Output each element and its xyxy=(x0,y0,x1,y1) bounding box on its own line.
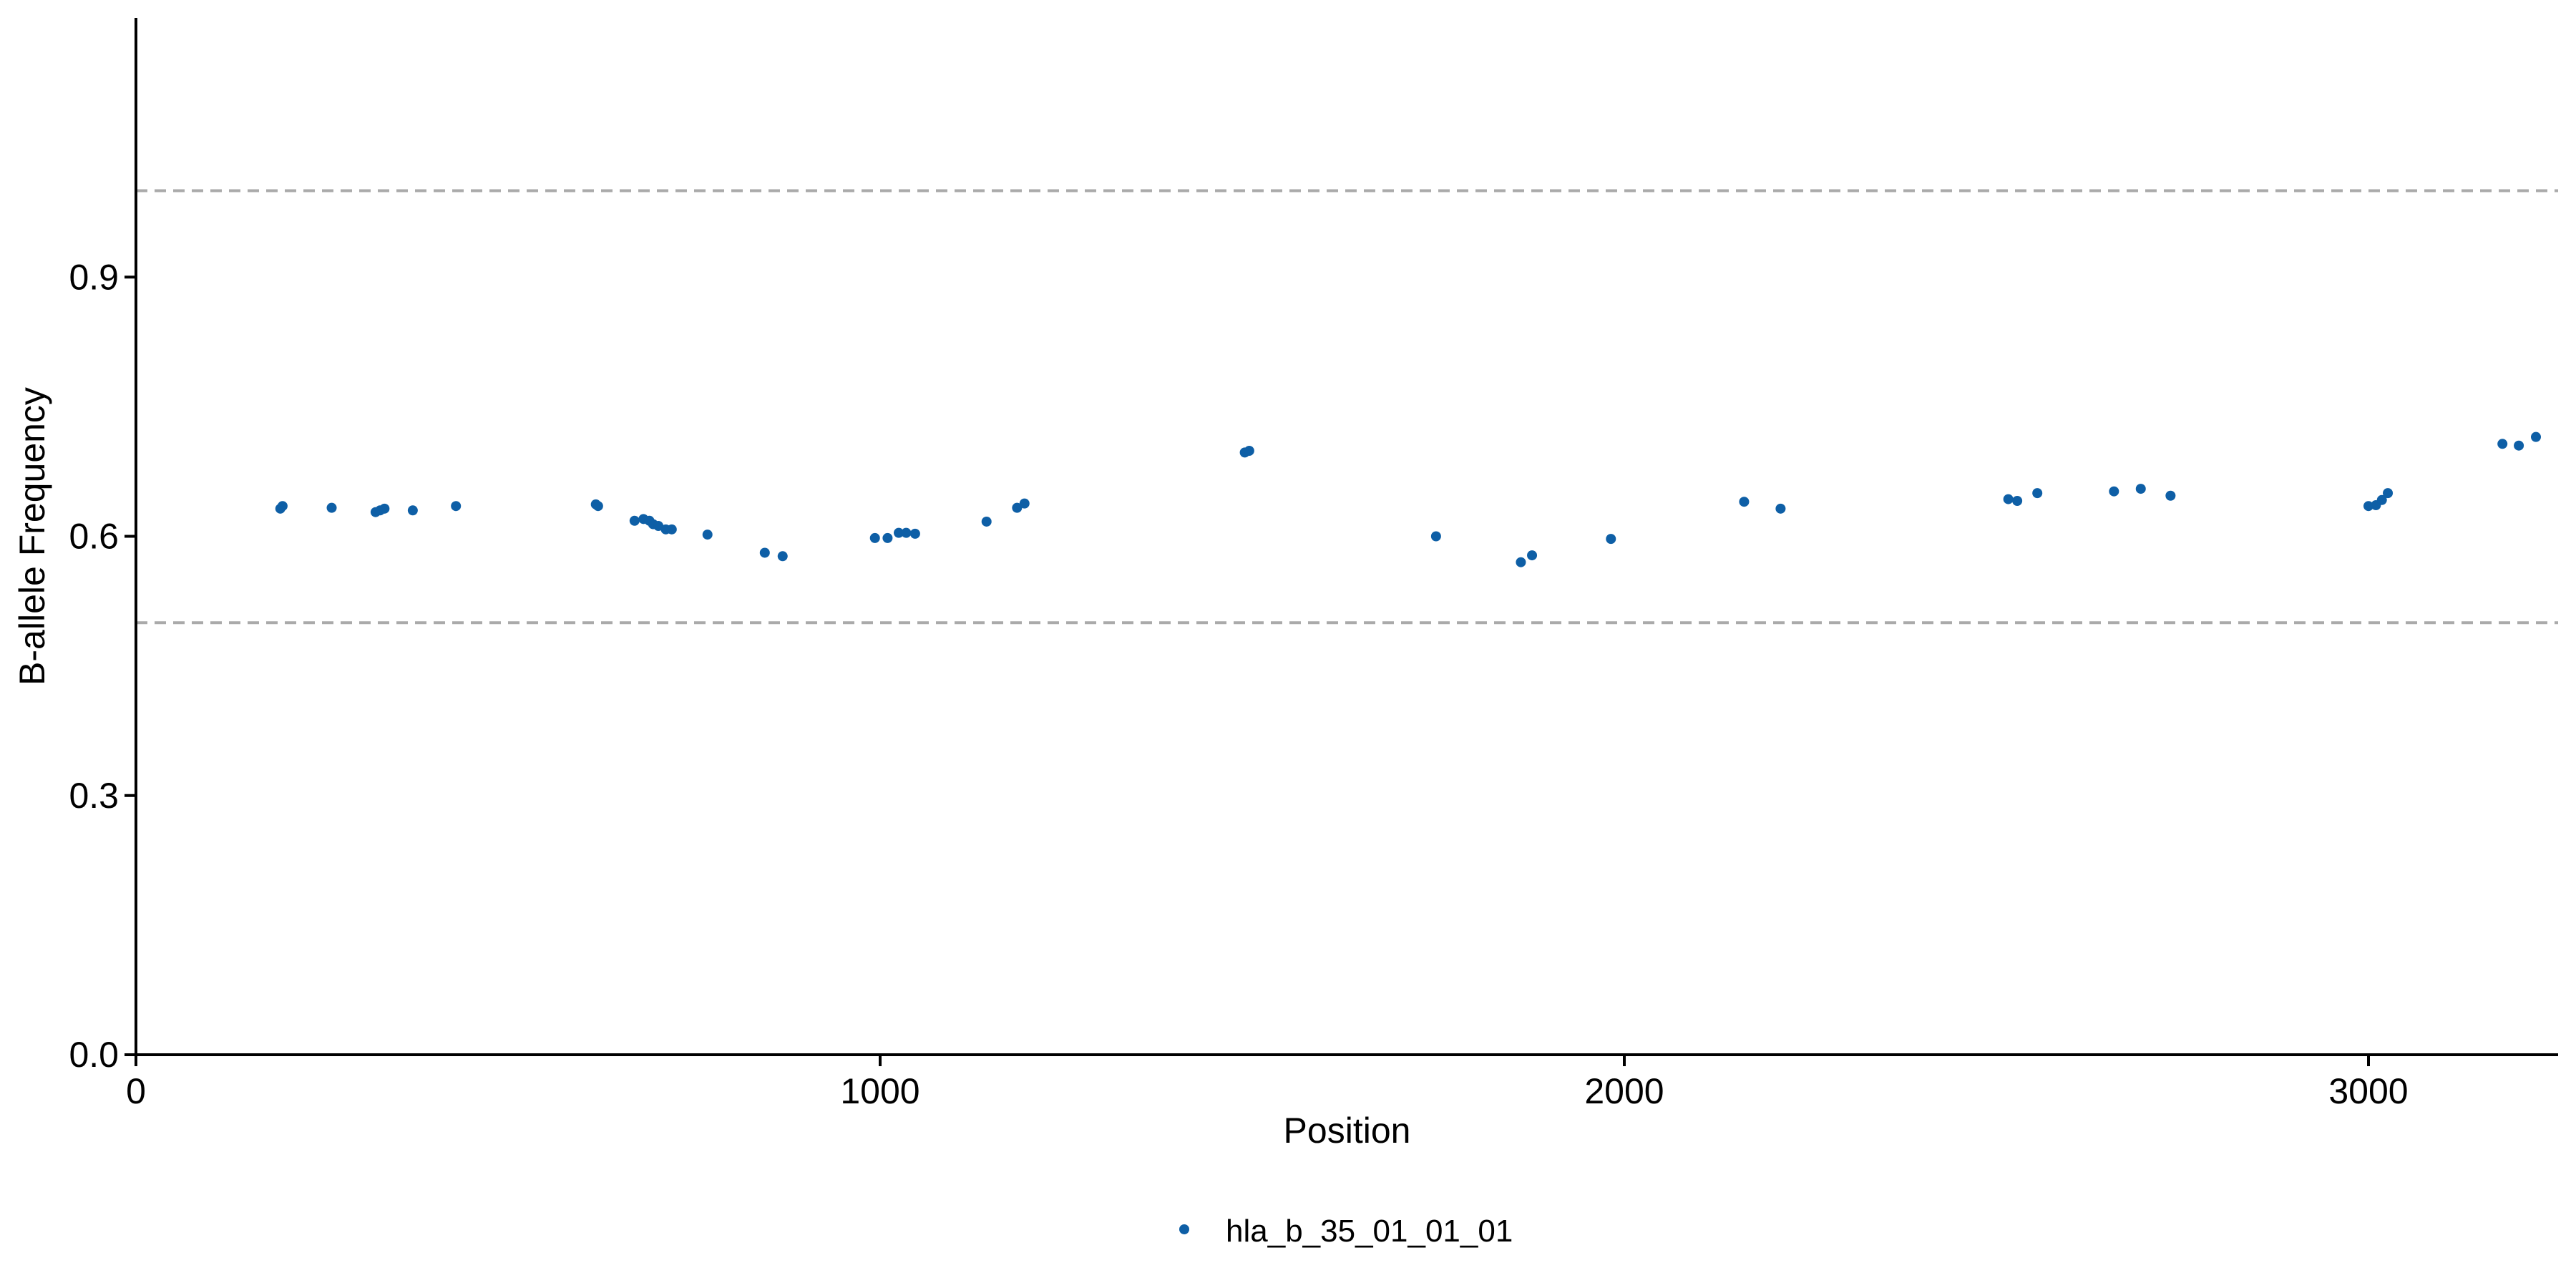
data-point xyxy=(379,503,390,514)
x-tick-label: 0 xyxy=(126,1071,146,1111)
data-point xyxy=(882,532,893,543)
data-point xyxy=(981,516,992,527)
y-tick-label: 0.0 xyxy=(69,1035,119,1075)
data-points xyxy=(275,431,2541,567)
data-point xyxy=(2003,494,2014,504)
x-tick-label: 2000 xyxy=(1584,1071,1664,1111)
y-tick-label: 0.6 xyxy=(69,517,119,557)
data-point xyxy=(1430,531,1441,542)
data-point xyxy=(909,528,920,539)
data-point xyxy=(2514,440,2524,451)
y-tick-label: 0.3 xyxy=(69,776,119,816)
data-point xyxy=(2135,484,2146,494)
legend-label: hla_b_35_01_01_01 xyxy=(1226,1214,1513,1249)
data-point xyxy=(653,521,664,532)
data-point xyxy=(2383,488,2394,499)
legend: hla_b_35_01_01_01 xyxy=(1179,1214,1513,1249)
data-point xyxy=(2165,490,2176,501)
data-point xyxy=(407,505,418,516)
data-point xyxy=(1019,498,1030,509)
data-point xyxy=(759,547,770,558)
data-point xyxy=(451,501,462,512)
x-axis-title: Position xyxy=(1284,1111,1411,1151)
data-point xyxy=(592,501,603,512)
data-point xyxy=(2012,495,2023,506)
x-axis-ticks: 0 1000 2000 3000 xyxy=(126,1055,2409,1111)
data-point xyxy=(1775,503,1786,514)
data-point xyxy=(1516,557,1526,567)
data-point xyxy=(629,515,640,526)
data-point xyxy=(666,524,677,535)
data-point xyxy=(901,527,912,538)
axes xyxy=(135,18,2558,1056)
data-point xyxy=(1012,502,1023,513)
data-point xyxy=(2032,488,2043,499)
data-point xyxy=(894,527,904,538)
y-axis-title: B-allele Frequency xyxy=(12,387,52,686)
data-point xyxy=(277,501,288,512)
data-point xyxy=(869,532,880,543)
data-point xyxy=(1606,534,1616,545)
data-point xyxy=(2363,501,2373,512)
data-point xyxy=(2109,486,2119,497)
data-point xyxy=(1527,550,1538,561)
y-tick-label: 0.9 xyxy=(69,257,119,297)
data-point xyxy=(1244,445,1254,456)
x-tick-label: 3000 xyxy=(2328,1071,2408,1111)
data-point xyxy=(2497,439,2508,449)
data-point xyxy=(777,551,788,562)
x-tick-label: 1000 xyxy=(840,1071,919,1111)
y-axis-ticks: 0.0 0.3 0.6 0.9 xyxy=(69,257,136,1075)
reference-lines xyxy=(136,189,2558,625)
data-point xyxy=(326,502,337,513)
data-point xyxy=(2531,431,2541,442)
legend-marker xyxy=(1179,1224,1189,1234)
data-point xyxy=(702,530,713,540)
data-point xyxy=(1739,497,1750,507)
data-point xyxy=(2376,494,2387,505)
